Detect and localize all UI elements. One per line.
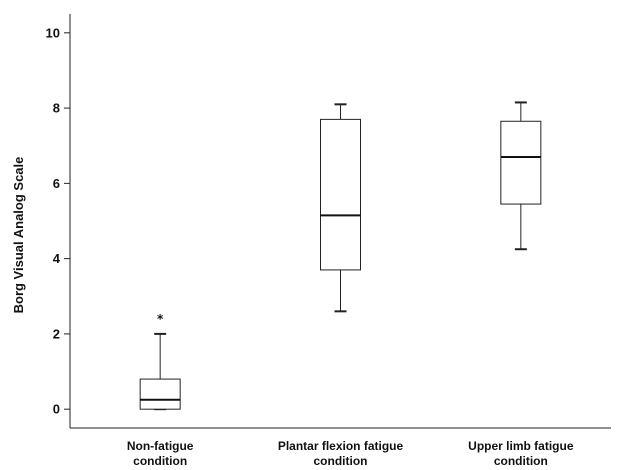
y-ticks: 0 2 4 6 8 10 — [46, 25, 70, 417]
y-tick-label: 2 — [53, 326, 60, 341]
box-group — [320, 103, 361, 313]
box-iqr — [139, 378, 181, 410]
y-tick-label: 4 — [53, 251, 61, 266]
y-tick-label: 0 — [53, 402, 60, 417]
y-tick-label: 8 — [53, 101, 60, 116]
y-tick-label: 10 — [46, 25, 60, 40]
x-category-label: Plantar flexion fatigue condition — [278, 439, 404, 468]
plot-area — [69, 14, 611, 429]
x-category-label: Non-fatigue condition — [127, 439, 194, 468]
box-iqr — [320, 118, 361, 271]
y-axis-title: Borg Visual Analog Scale — [11, 157, 26, 314]
x-category-label: Upper limb fatigue condition — [468, 439, 574, 468]
box-group: * — [139, 312, 181, 411]
box-iqr — [500, 120, 542, 205]
x-category-label-line: condition — [133, 454, 187, 468]
y-tick-label: 6 — [53, 176, 60, 191]
x-category-label-line: condition — [314, 454, 368, 468]
boxes: * — [139, 101, 542, 411]
x-category-label-line: Non-fatigue — [127, 439, 194, 453]
x-category-label-line: Upper limb fatigue — [468, 439, 574, 453]
outlier-marker: * — [157, 312, 164, 326]
x-category-label-line: condition — [494, 454, 548, 468]
x-category-label-line: Plantar flexion fatigue — [278, 439, 404, 453]
box-group — [500, 101, 542, 251]
